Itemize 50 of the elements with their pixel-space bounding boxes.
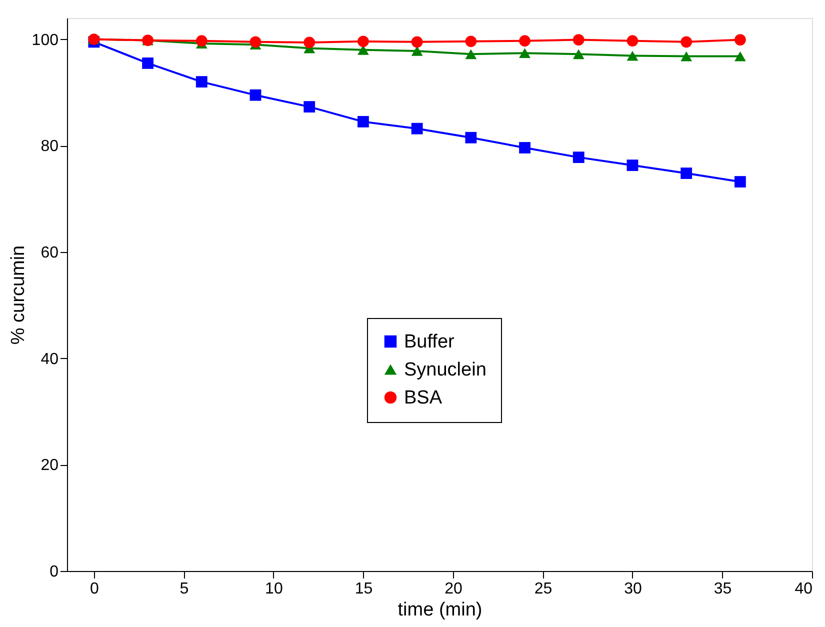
point [680,168,692,179]
point [626,35,638,47]
point [519,142,530,154]
point [304,36,316,48]
point [734,176,746,188]
x-tick-label: 30 [624,580,642,598]
x-tick-label: 20 [444,580,462,598]
point [196,35,208,47]
point [734,34,746,46]
point [680,51,692,62]
x-tick-label: 15 [354,580,373,598]
point [142,57,154,69]
point [358,116,369,128]
point [250,36,262,48]
y-tick-label: 20 [40,457,59,474]
point [411,46,423,56]
y-tick-label: 80 [40,138,59,156]
point [411,122,423,134]
x-tick-label: 5 [180,580,189,598]
x-tick-label: 25 [534,580,552,598]
point [465,49,477,60]
x-axis-title: time (min) [398,600,482,620]
legend-label: Buffer [404,332,456,352]
point [626,50,638,61]
y-tick-label: 60 [40,244,59,262]
x-tick-label: 10 [265,580,283,598]
legend-label: BSA [404,388,442,408]
point [626,160,638,171]
y-tick-label: 0 [50,564,59,580]
point [465,132,477,144]
point [196,76,208,88]
point [572,49,584,60]
point [734,51,746,62]
point [519,35,530,47]
point [465,36,477,48]
x-tick-label: 40 [794,580,813,598]
point [572,34,584,46]
point [411,36,423,48]
point [304,101,316,112]
point [358,36,369,48]
point [680,36,692,48]
point [572,152,584,164]
point [519,48,530,58]
y-axis-title: % curcumin [8,245,29,345]
point [250,89,262,101]
legend-label: Synuclein [404,360,486,380]
x-tick-label: 0 [90,580,99,598]
y-tick-label: 40 [40,350,59,368]
y-tick-label: 100 [32,32,59,49]
x-tick-label: 35 [714,580,732,598]
